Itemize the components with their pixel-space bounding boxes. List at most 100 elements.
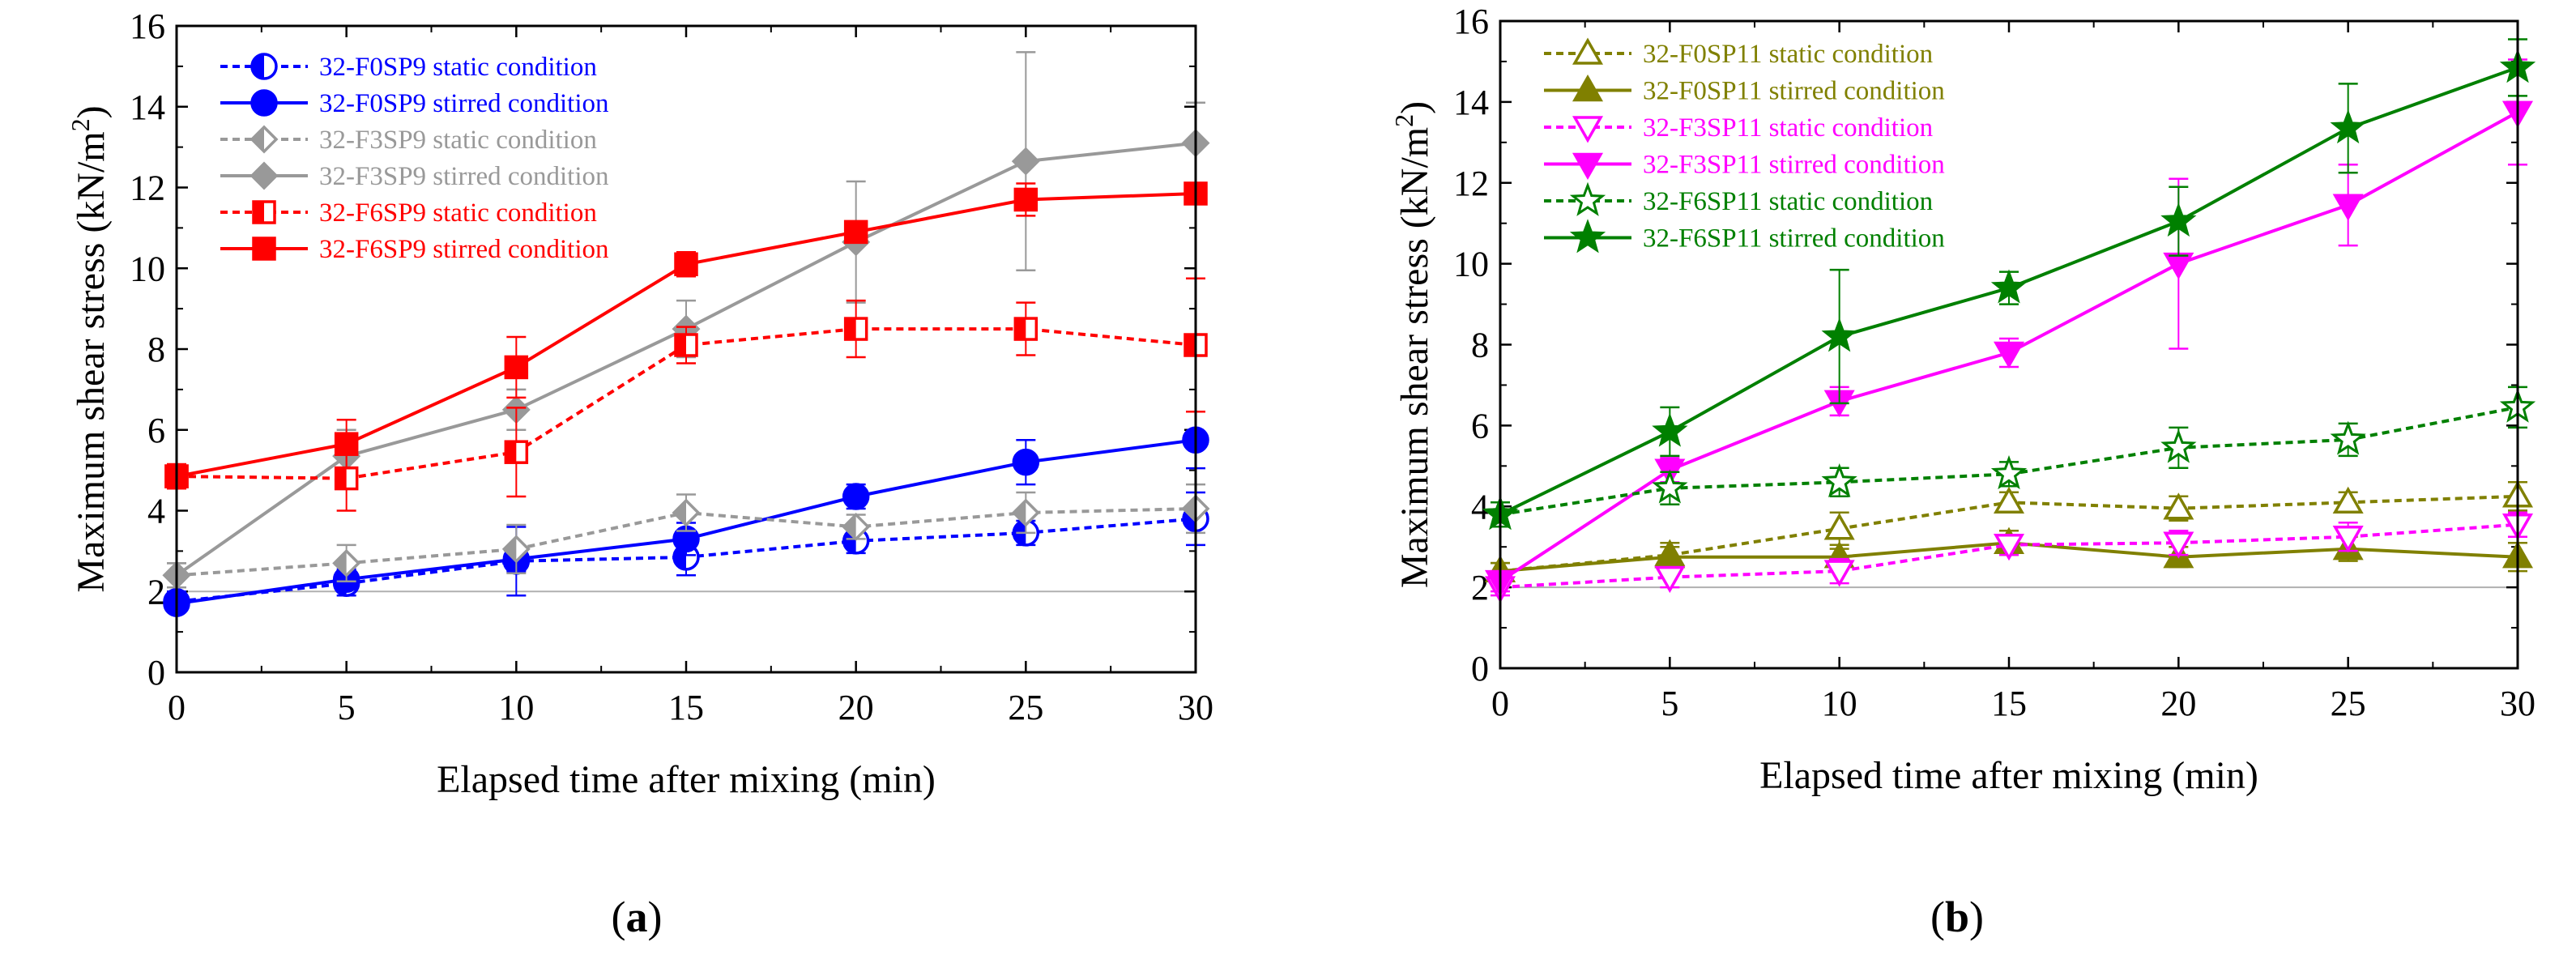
- plot-frame: [1499, 19, 2519, 670]
- data-point: [334, 466, 359, 491]
- x-axis-title: Elapsed time after mixing (min): [437, 758, 936, 801]
- legend-marker: [252, 200, 276, 224]
- x-tick-label: 0: [168, 688, 186, 727]
- legend-label: 32-F6SP11 static condition: [1643, 187, 1933, 216]
- data-point: [674, 333, 698, 357]
- y-tick-label: 14: [130, 87, 165, 127]
- y-axis-title: Maximum shear stress (kN/m2): [1389, 101, 1436, 588]
- data-point: [334, 432, 359, 456]
- y-axis-title-superscript: 2: [66, 118, 95, 131]
- x-tick-label: 30: [2500, 684, 2535, 723]
- y-tick-label: 4: [147, 492, 165, 531]
- legend-label: 32-F6SP9 static condition: [319, 198, 597, 228]
- data-point: [674, 252, 698, 277]
- data-point: [1011, 147, 1040, 176]
- y-tick-label: 6: [147, 411, 165, 450]
- data-point: [2332, 194, 2364, 221]
- data-point-fill: [1185, 335, 1196, 356]
- data-point-fill: [504, 536, 517, 561]
- data-point: [1823, 513, 1855, 540]
- legend-marker: [1569, 181, 1606, 216]
- y-tick-label: 0: [1471, 649, 1489, 688]
- y-axis-title-close: ): [1393, 101, 1436, 114]
- data-point: [1654, 565, 1686, 594]
- y-tick-label: 4: [1471, 487, 1489, 526]
- data-point: [2330, 109, 2366, 144]
- y-tick-label: 10: [130, 249, 165, 288]
- y-tick-label: 0: [147, 653, 165, 693]
- data-point: [1823, 560, 1855, 587]
- x-tick-label: 5: [1661, 684, 1678, 723]
- data-point-fill: [505, 441, 517, 463]
- data-point: [842, 512, 871, 541]
- series-b-5: [1482, 38, 2536, 531]
- data-point: [2332, 486, 2364, 514]
- data-point: [1652, 412, 1688, 447]
- x-tick-label: 30: [1178, 688, 1213, 727]
- data-point: [1993, 341, 2025, 369]
- x-tick-label: 15: [1991, 684, 2027, 723]
- y-tick-label: 8: [147, 330, 165, 369]
- legend-label: 32-F6SP9 stirred condition: [319, 235, 609, 264]
- data-point: [1993, 486, 2025, 514]
- data-point: [501, 535, 531, 564]
- x-tick-label: 10: [1822, 684, 1857, 723]
- legend-label: 32-F0SP9 stirred condition: [319, 89, 609, 118]
- data-point: [332, 548, 361, 578]
- data-point: [504, 355, 529, 380]
- y-tick-label: 6: [1471, 406, 1489, 445]
- data-point: [843, 317, 868, 341]
- data-point: [1011, 498, 1040, 527]
- y-tick-label: 2: [1471, 568, 1489, 607]
- data-point: [2163, 531, 2194, 559]
- y-tick-label: 12: [130, 168, 165, 208]
- y-tick-label: 14: [1453, 83, 1489, 122]
- legend-marker-fill: [252, 54, 264, 79]
- data-point: [2163, 252, 2194, 280]
- y-tick-label: 2: [147, 572, 165, 612]
- data-point: [1013, 317, 1039, 341]
- x-tick-label: 10: [498, 688, 534, 727]
- data-point: [1821, 318, 1857, 352]
- y-axis-title: Maximum shear stress (kN/m2): [66, 105, 113, 592]
- data-point: [2160, 428, 2197, 463]
- legend: 32-F0SP11 static condition 32-F0SP11 stir…: [1544, 37, 1945, 254]
- panel-label-a: (a): [612, 893, 663, 941]
- legend-label: 32-F0SP11 stirred condition: [1643, 77, 1945, 106]
- y-axis-title-superscript: 2: [1389, 114, 1418, 127]
- data-point: [504, 440, 529, 464]
- y-tick-label: 8: [1471, 326, 1489, 365]
- data-point-fill: [843, 514, 856, 539]
- legend-label: 32-F3SP9 stirred condition: [319, 162, 609, 191]
- x-axis-title: Elapsed time after mixing (min): [1759, 754, 2258, 797]
- y-axis-title-close: ): [70, 105, 113, 118]
- y-tick-label: 16: [1453, 2, 1489, 41]
- legend-marker: [1569, 219, 1606, 254]
- legend-label: 32-F6SP11 stirred condition: [1643, 224, 1945, 254]
- y-axis-title-text: Maximum shear stress (kN/m: [70, 131, 113, 592]
- data-point: [1013, 187, 1039, 212]
- data-point: [2163, 492, 2194, 520]
- data-point: [842, 483, 870, 510]
- x-tick-label: 20: [838, 688, 874, 727]
- y-axis-title-text: Maximum shear stress (kN/m: [1393, 127, 1436, 588]
- data-point: [1993, 533, 2025, 561]
- y-tick-label: 10: [1453, 245, 1489, 284]
- data-point-fill: [335, 467, 347, 489]
- data-point-fill: [845, 318, 856, 340]
- legend-label: 32-F3SP11 stirred condition: [1643, 151, 1945, 180]
- legend-marker: [249, 125, 279, 154]
- chart-panel-b: 0 2 4 6 8 10 12 14 16 0 5 10 15 20 25 30 Elapsed time af…: [1389, 2, 2536, 797]
- data-point-fill: [1184, 497, 1196, 522]
- legend-marker-fill: [254, 202, 264, 223]
- legend-label: 32-F3SP11 static condition: [1643, 113, 1933, 143]
- data-point: [1012, 448, 1040, 476]
- data-point-fill: [334, 551, 347, 576]
- plot-frame: [175, 24, 1197, 674]
- x-tick-label: 5: [338, 688, 356, 727]
- y-tick-label: 16: [130, 6, 165, 46]
- data-point: [1652, 469, 1688, 504]
- legend-marker: [250, 53, 278, 80]
- x-tick-label: 15: [668, 688, 704, 727]
